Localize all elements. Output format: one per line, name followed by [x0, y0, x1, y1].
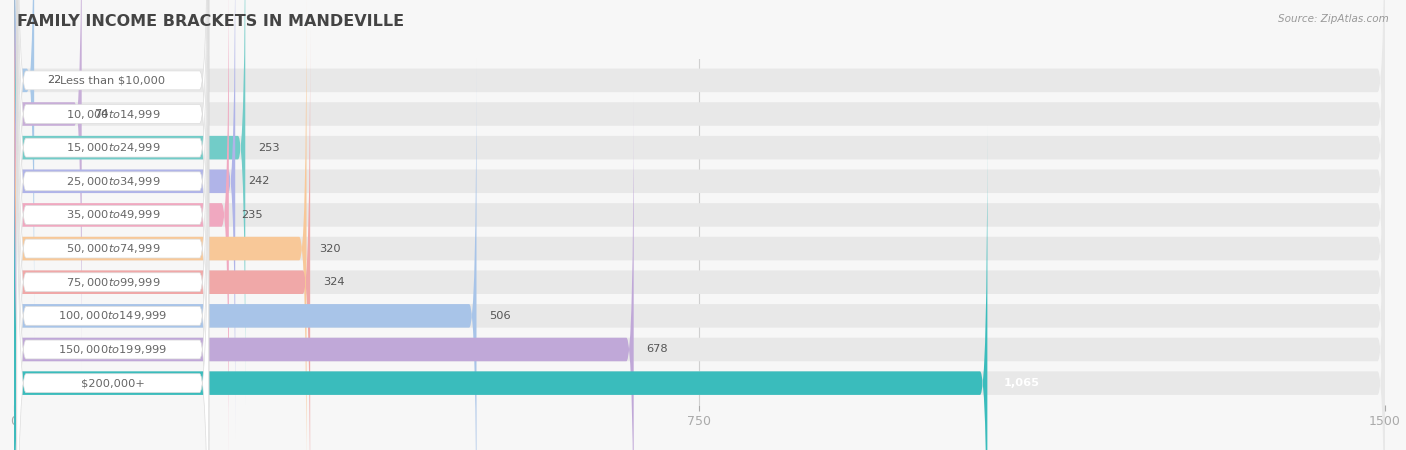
- Text: 1,065: 1,065: [1004, 378, 1040, 388]
- FancyBboxPatch shape: [17, 0, 208, 450]
- FancyBboxPatch shape: [14, 0, 1385, 439]
- FancyBboxPatch shape: [14, 0, 82, 371]
- FancyBboxPatch shape: [14, 58, 1385, 450]
- Text: $150,000 to $199,999: $150,000 to $199,999: [58, 343, 167, 356]
- FancyBboxPatch shape: [14, 0, 245, 405]
- Text: $35,000 to $49,999: $35,000 to $49,999: [66, 208, 160, 221]
- FancyBboxPatch shape: [14, 25, 1385, 450]
- Text: $100,000 to $149,999: $100,000 to $149,999: [58, 309, 167, 322]
- Text: 253: 253: [259, 143, 280, 153]
- FancyBboxPatch shape: [17, 22, 208, 450]
- FancyBboxPatch shape: [14, 0, 34, 338]
- FancyBboxPatch shape: [17, 0, 208, 450]
- FancyBboxPatch shape: [14, 92, 634, 450]
- Text: Less than $10,000: Less than $10,000: [60, 75, 166, 86]
- Text: $10,000 to $14,999: $10,000 to $14,999: [66, 108, 160, 121]
- FancyBboxPatch shape: [14, 126, 1385, 450]
- FancyBboxPatch shape: [17, 0, 208, 407]
- Text: 22: 22: [46, 75, 62, 86]
- Text: 506: 506: [489, 311, 510, 321]
- Text: FAMILY INCOME BRACKETS IN MANDEVILLE: FAMILY INCOME BRACKETS IN MANDEVILLE: [17, 14, 404, 28]
- Text: Source: ZipAtlas.com: Source: ZipAtlas.com: [1278, 14, 1389, 23]
- Text: 324: 324: [323, 277, 344, 287]
- FancyBboxPatch shape: [14, 126, 987, 450]
- FancyBboxPatch shape: [14, 25, 311, 450]
- FancyBboxPatch shape: [14, 0, 1385, 450]
- Text: 320: 320: [319, 243, 340, 253]
- FancyBboxPatch shape: [17, 0, 208, 450]
- Text: 74: 74: [94, 109, 108, 119]
- FancyBboxPatch shape: [17, 56, 208, 450]
- FancyBboxPatch shape: [14, 92, 1385, 450]
- Text: 235: 235: [242, 210, 263, 220]
- FancyBboxPatch shape: [14, 0, 235, 439]
- Text: 242: 242: [247, 176, 270, 186]
- Text: $25,000 to $34,999: $25,000 to $34,999: [66, 175, 160, 188]
- FancyBboxPatch shape: [14, 0, 1385, 450]
- FancyBboxPatch shape: [17, 0, 208, 450]
- FancyBboxPatch shape: [14, 0, 307, 450]
- FancyBboxPatch shape: [14, 0, 1385, 338]
- FancyBboxPatch shape: [14, 0, 1385, 405]
- Text: 678: 678: [647, 345, 668, 355]
- FancyBboxPatch shape: [17, 0, 208, 450]
- Text: $75,000 to $99,999: $75,000 to $99,999: [66, 276, 160, 289]
- FancyBboxPatch shape: [17, 0, 208, 450]
- FancyBboxPatch shape: [14, 0, 1385, 371]
- FancyBboxPatch shape: [14, 58, 477, 450]
- Text: $200,000+: $200,000+: [82, 378, 145, 388]
- Text: $15,000 to $24,999: $15,000 to $24,999: [66, 141, 160, 154]
- FancyBboxPatch shape: [14, 0, 229, 450]
- Text: $50,000 to $74,999: $50,000 to $74,999: [66, 242, 160, 255]
- FancyBboxPatch shape: [17, 0, 208, 441]
